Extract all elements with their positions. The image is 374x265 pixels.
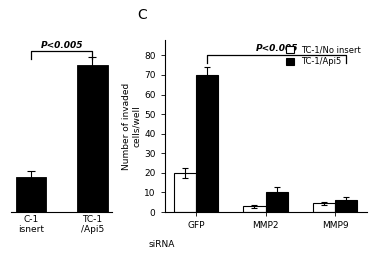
Bar [77, 65, 108, 212]
Text: siRNA: siRNA [148, 240, 174, 249]
Bar [243, 206, 266, 212]
Bar [266, 192, 288, 212]
Text: P<0.005: P<0.005 [255, 45, 298, 54]
Text: C: C [137, 8, 147, 22]
Y-axis label: Number of invaded
cells/well: Number of invaded cells/well [122, 82, 141, 170]
Bar [196, 75, 218, 212]
Bar [313, 203, 335, 212]
Legend: TC-1/No insert, TC-1/Api5: TC-1/No insert, TC-1/Api5 [284, 44, 362, 68]
Bar [174, 173, 196, 212]
Bar [335, 200, 357, 212]
Text: P<0.005: P<0.005 [40, 41, 83, 50]
Bar [16, 177, 46, 212]
